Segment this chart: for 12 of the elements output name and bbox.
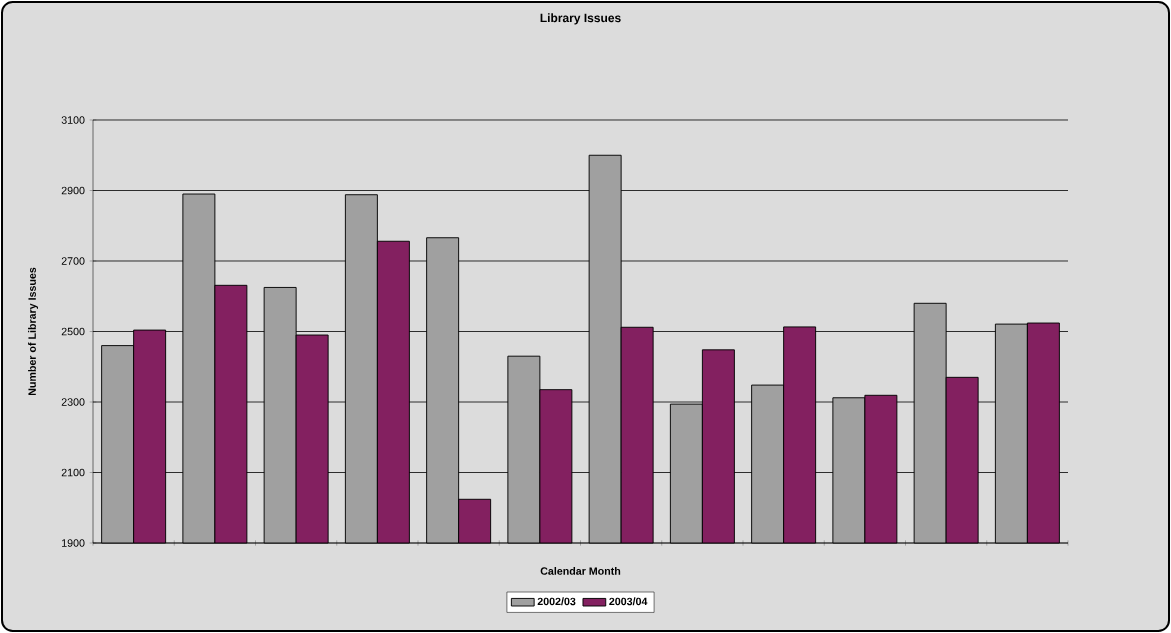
y-tick-label: 2900 bbox=[61, 186, 85, 195]
y-tick-label: 3100 bbox=[61, 116, 85, 124]
y-tick-label: 1900 bbox=[62, 539, 85, 547]
x-axis-title: Calendar Month bbox=[540, 566, 621, 575]
legend-label: 2002/03 bbox=[537, 597, 576, 606]
chart-title: Library Issues bbox=[540, 13, 621, 25]
y-tick-label: 2500 bbox=[61, 327, 85, 336]
y-tick-label: 2100 bbox=[61, 468, 85, 477]
y-tick-label: 2700 bbox=[61, 257, 85, 265]
y-tick-label: 2300 bbox=[61, 398, 85, 406]
y-axis-title: Number of Library Issues bbox=[28, 267, 39, 396]
legend-label: 2003/04 bbox=[609, 597, 648, 606]
